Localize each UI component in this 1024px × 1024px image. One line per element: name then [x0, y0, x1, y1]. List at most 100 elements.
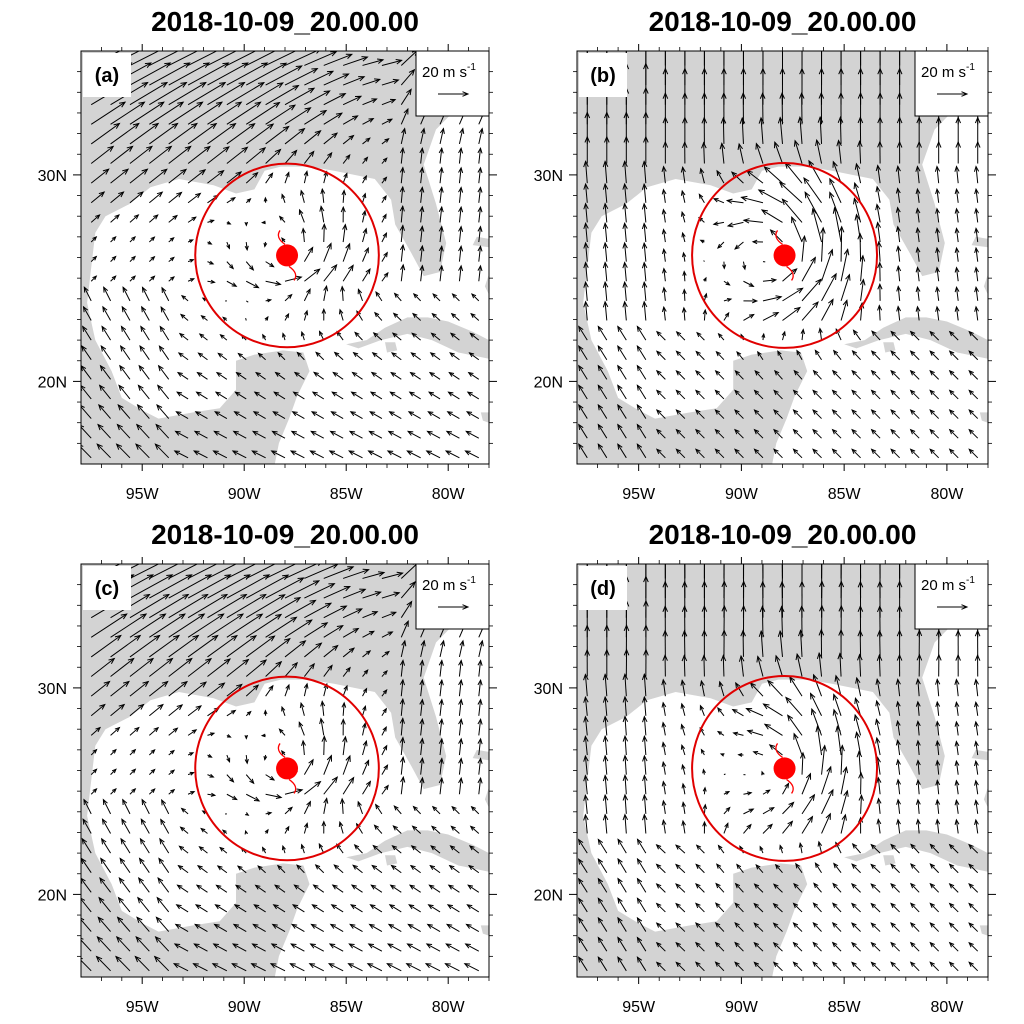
wind-vector [890, 941, 900, 952]
wind-vector [974, 285, 979, 301]
wind-vector [81, 917, 92, 932]
wind-vector [309, 450, 324, 459]
wind-vector [244, 812, 250, 816]
landmass-3 [480, 412, 489, 423]
reference-vector-label: 20 m s-1 [921, 575, 975, 594]
wind-vector [701, 116, 708, 144]
wind-vector [777, 350, 783, 360]
wind-vector [909, 902, 920, 913]
reference-vector-label: 20 m s-1 [921, 62, 975, 81]
wind-vector [296, 864, 305, 874]
wind-vector [426, 430, 441, 439]
wind-vector [856, 750, 863, 775]
wind-vector [371, 864, 383, 874]
wind-vector [251, 430, 266, 439]
wind-vector [777, 116, 784, 144]
wind-vector [168, 81, 207, 106]
wind-vector [812, 428, 822, 439]
wind-vector [955, 653, 961, 677]
wind-vector [583, 300, 589, 321]
wind-vector [226, 101, 262, 125]
wind-vector [115, 443, 131, 459]
wind-vector [734, 409, 744, 419]
wind-vector [929, 922, 940, 932]
wind-vector [916, 140, 922, 164]
wind-vector [304, 130, 322, 145]
wind-vector [168, 704, 184, 717]
wind-vector [270, 943, 286, 952]
wind-vector [578, 423, 588, 439]
wind-vector [265, 104, 297, 125]
wind-vector [812, 961, 822, 972]
wind-vector [448, 371, 460, 380]
wind-vector [284, 87, 316, 106]
x-tick-label: 85W [828, 486, 862, 503]
wind-vector [399, 697, 405, 716]
wind-vector [245, 123, 275, 145]
wind-vector [381, 271, 389, 282]
wind-vector [139, 837, 150, 854]
wind-vector [387, 923, 402, 933]
wind-vector [303, 246, 314, 262]
wind-vector [636, 345, 647, 360]
wind-vector [851, 961, 861, 972]
wind-vector [850, 883, 861, 893]
wind-vector [362, 630, 375, 638]
wind-vector [342, 588, 367, 599]
wind-vector [117, 896, 131, 913]
wind-vector [858, 771, 864, 795]
panel-title: 2018-10-09_20.00.00 [649, 6, 917, 37]
wind-vector [339, 797, 345, 814]
wind-vector [172, 963, 189, 972]
wind-vector [675, 883, 686, 893]
wind-vector [661, 701, 667, 716]
wind-vector [290, 943, 305, 952]
wind-vector [831, 448, 842, 459]
wind-vector [207, 658, 231, 677]
wind-vector [870, 428, 881, 439]
wind-vector [743, 808, 755, 815]
wind-vector [855, 676, 862, 697]
wind-vector [160, 305, 170, 321]
wind-vector [368, 923, 383, 933]
wind-vector [655, 922, 666, 932]
wind-vector [974, 266, 979, 282]
wind-vector [187, 81, 227, 106]
panel-title: 2018-10-09_20.00.00 [649, 519, 917, 550]
wind-vector [110, 214, 120, 223]
wind-vector [381, 591, 401, 599]
wind-vector [226, 564, 257, 579]
wind-vector [954, 165, 960, 184]
wind-vector [207, 81, 246, 106]
reference-vector-unit-exponent: -1 [467, 575, 476, 586]
wind-vector [832, 349, 842, 361]
wind-vector [438, 264, 444, 282]
wind-vector [214, 411, 228, 420]
wind-vector [194, 923, 208, 933]
wind-vector [948, 961, 959, 972]
wind-vector [762, 295, 783, 302]
wind-vector [814, 349, 822, 360]
wind-vector [655, 350, 666, 361]
wind-vector [675, 331, 686, 341]
wind-vector [291, 904, 305, 913]
wind-vector [655, 863, 666, 874]
wind-vector [375, 290, 383, 302]
wind-vector [110, 748, 117, 756]
wind-vector [661, 760, 667, 775]
wind-vector [935, 285, 940, 301]
panel-label-box [579, 566, 627, 610]
wind-vector [118, 877, 131, 893]
wind-vector [90, 214, 101, 223]
wind-vector [284, 825, 290, 834]
wind-vector [968, 863, 979, 874]
wind-vector [388, 411, 402, 420]
wind-vector [458, 757, 464, 775]
wind-vector [399, 755, 406, 775]
wind-vector [304, 268, 321, 282]
wind-vector [617, 443, 627, 459]
wind-vector [578, 936, 588, 952]
wind-vector [829, 177, 842, 203]
wind-vector [935, 779, 941, 795]
wind-vector [148, 236, 156, 243]
